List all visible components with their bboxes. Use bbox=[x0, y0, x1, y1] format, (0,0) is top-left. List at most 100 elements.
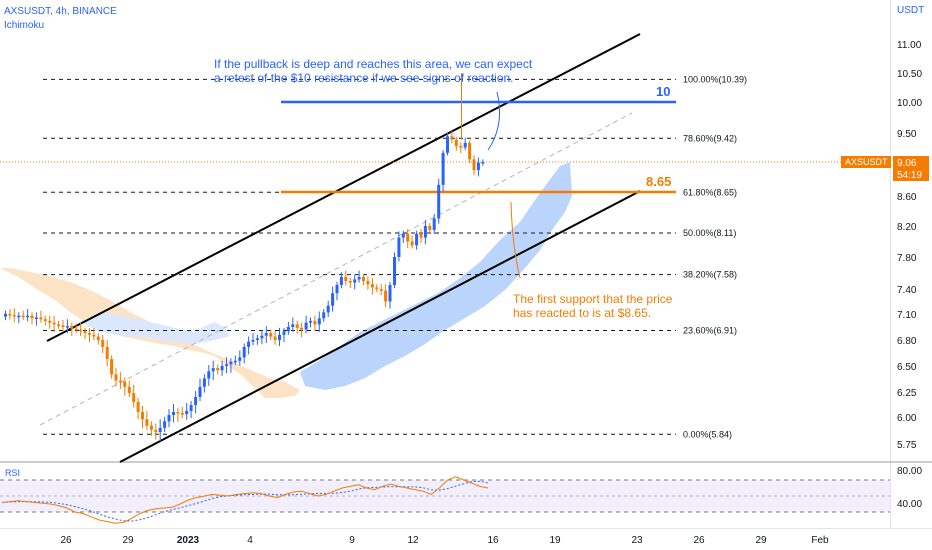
channel-upper-line[interactable] bbox=[46, 33, 641, 342]
candle-body[interactable] bbox=[432, 218, 436, 230]
candle-body[interactable] bbox=[83, 331, 87, 333]
candle-body[interactable] bbox=[220, 366, 224, 371]
candle-body[interactable] bbox=[335, 285, 339, 294]
candle-body[interactable] bbox=[353, 279, 357, 283]
candle-body[interactable] bbox=[247, 341, 251, 347]
candle-body[interactable] bbox=[225, 364, 228, 366]
candle-body[interactable] bbox=[459, 146, 463, 148]
candle-body[interactable] bbox=[96, 336, 100, 341]
candle-body[interactable] bbox=[313, 320, 317, 325]
candle-body[interactable] bbox=[238, 357, 242, 361]
candle-body[interactable] bbox=[88, 333, 91, 335]
candle-body[interactable] bbox=[476, 162, 480, 171]
candle-body[interactable] bbox=[189, 405, 193, 411]
candle-body[interactable] bbox=[481, 162, 485, 164]
candle-body[interactable] bbox=[52, 322, 56, 325]
indicator-label[interactable]: Ichimoku bbox=[4, 20, 44, 31]
candle-body[interactable] bbox=[185, 411, 189, 414]
candle-body[interactable] bbox=[4, 314, 7, 317]
candle-body[interactable] bbox=[154, 430, 158, 433]
candle-body[interactable] bbox=[132, 393, 136, 402]
candle-body[interactable] bbox=[463, 142, 467, 148]
candle-body[interactable] bbox=[57, 324, 60, 326]
candle-body[interactable] bbox=[278, 334, 281, 340]
price-axis[interactable]: 11.00 10.50 10.00 9.50 8.60 8.20 7.80 7.40 7.10 6… bbox=[897, 40, 922, 451]
candle-body[interactable] bbox=[295, 324, 299, 328]
candle-body[interactable] bbox=[172, 412, 175, 415]
candle-body[interactable] bbox=[370, 284, 374, 288]
candle-body[interactable] bbox=[39, 317, 43, 320]
candle-body[interactable] bbox=[388, 285, 392, 302]
ascending-channel[interactable] bbox=[39, 33, 641, 463]
candle-body[interactable] bbox=[437, 184, 441, 219]
candle-body[interactable] bbox=[317, 318, 321, 325]
candle-body[interactable] bbox=[322, 312, 326, 319]
candle-body[interactable] bbox=[286, 327, 290, 332]
candle-body[interactable] bbox=[211, 368, 215, 372]
candle-body[interactable] bbox=[8, 314, 12, 316]
candle-body[interactable] bbox=[194, 397, 198, 405]
candle-body[interactable] bbox=[419, 233, 423, 238]
candle-body[interactable] bbox=[110, 359, 114, 375]
candle-body[interactable] bbox=[348, 281, 352, 283]
candle-body[interactable] bbox=[48, 320, 52, 323]
candle-body[interactable] bbox=[344, 277, 348, 281]
candle-body[interactable] bbox=[114, 374, 118, 381]
candle-body[interactable] bbox=[255, 338, 259, 340]
candle-body[interactable] bbox=[136, 402, 140, 412]
candle-body[interactable] bbox=[446, 136, 449, 153]
candle-body[interactable] bbox=[79, 329, 83, 332]
candle-body[interactable] bbox=[326, 305, 330, 313]
candle-body[interactable] bbox=[468, 142, 472, 160]
candle-body[interactable] bbox=[242, 346, 246, 358]
candle-body[interactable] bbox=[145, 419, 149, 426]
candle-body[interactable] bbox=[393, 257, 396, 285]
candle-body[interactable] bbox=[43, 319, 47, 321]
candle-body[interactable] bbox=[423, 226, 427, 238]
date-axis[interactable]: 26 29 2023 4 9 12 16 19 23 26 29 Feb bbox=[60, 535, 829, 546]
candle-body[interactable] bbox=[34, 317, 38, 320]
candle-body[interactable] bbox=[149, 425, 153, 430]
candle-body[interactable] bbox=[401, 233, 405, 238]
candle-body[interactable] bbox=[282, 331, 286, 335]
candle-body[interactable] bbox=[198, 386, 202, 397]
candle-body[interactable] bbox=[167, 415, 171, 422]
candle-body[interactable] bbox=[362, 277, 365, 281]
candle-body[interactable] bbox=[233, 360, 237, 363]
candle-body[interactable] bbox=[339, 277, 343, 285]
candle-body[interactable] bbox=[229, 361, 233, 365]
candle-body[interactable] bbox=[397, 237, 401, 257]
main-pane[interactable] bbox=[0, 0, 890, 461]
candle-body[interactable] bbox=[21, 315, 25, 318]
candle-body[interactable] bbox=[472, 159, 476, 171]
candle-body[interactable] bbox=[105, 346, 109, 359]
candle-body[interactable] bbox=[163, 421, 167, 428]
candle-body[interactable] bbox=[300, 327, 304, 330]
candle-body[interactable] bbox=[180, 413, 184, 415]
candle-body[interactable] bbox=[12, 314, 16, 317]
candle-body[interactable] bbox=[65, 326, 69, 328]
candle-body[interactable] bbox=[375, 287, 379, 289]
candle-body[interactable] bbox=[379, 289, 383, 291]
candle-body[interactable] bbox=[26, 315, 30, 318]
candle-body[interactable] bbox=[202, 378, 206, 387]
candle-body[interactable] bbox=[269, 333, 273, 337]
candle-body[interactable] bbox=[450, 136, 454, 140]
candle-body[interactable] bbox=[441, 152, 445, 185]
candle-body[interactable] bbox=[141, 412, 144, 420]
candle-body[interactable] bbox=[304, 322, 308, 330]
candle-body[interactable] bbox=[309, 320, 312, 323]
candle-body[interactable] bbox=[61, 325, 65, 327]
candle-body[interactable] bbox=[260, 335, 264, 339]
candle-body[interactable] bbox=[357, 277, 361, 280]
candle-body[interactable] bbox=[384, 290, 388, 302]
candle-body[interactable] bbox=[291, 324, 295, 327]
candle-body[interactable] bbox=[273, 336, 277, 341]
candle-body[interactable] bbox=[251, 340, 255, 342]
candle-body[interactable] bbox=[406, 233, 410, 242]
candlestick-series[interactable] bbox=[4, 73, 485, 442]
candle-body[interactable] bbox=[410, 241, 414, 246]
candle-body[interactable] bbox=[331, 293, 335, 306]
candle-body[interactable] bbox=[415, 233, 419, 246]
